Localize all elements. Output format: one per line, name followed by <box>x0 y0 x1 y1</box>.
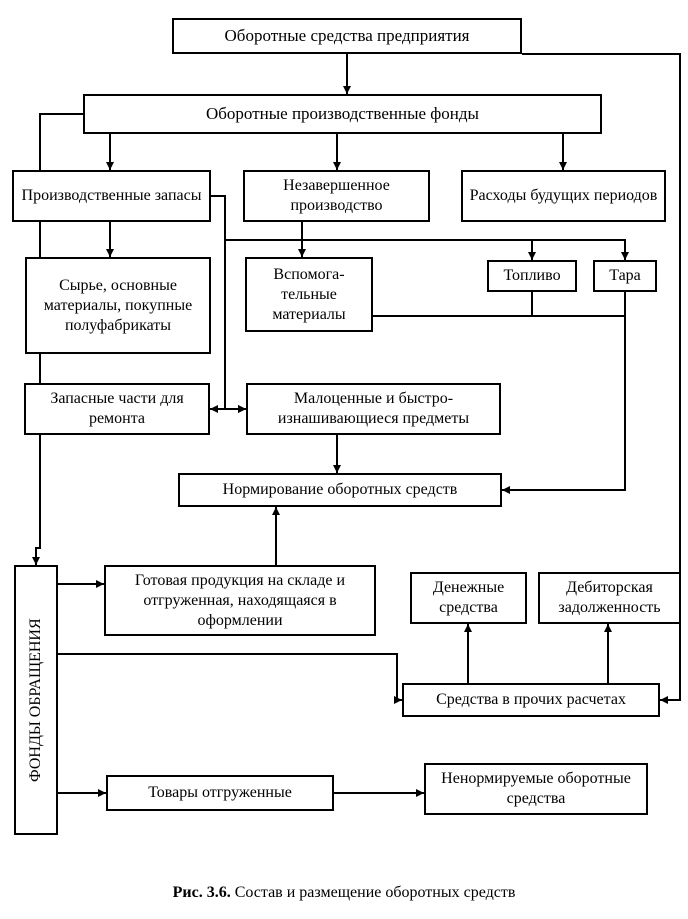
node-n14: Денежные средства <box>410 572 527 624</box>
node-n8: Топливо <box>487 260 577 292</box>
node-n10: Запасные части для ремонта <box>24 383 210 435</box>
edge-13 <box>502 316 625 490</box>
node-n7: Вспомога- тельные материалы <box>245 257 373 332</box>
node-n3: Производственные запасы <box>12 170 211 222</box>
node-n17: Товары отгруженные <box>106 775 334 811</box>
caption-text: Состав и размещение оборотных средств <box>235 884 516 901</box>
caption-prefix: Рис. 3.6. <box>173 884 231 901</box>
node-n18: Ненормируемые оборотные средства <box>424 763 648 815</box>
node-n5: Расходы будущих периодов <box>461 170 666 222</box>
node-n11: Малоценные и быстро- изнашивающиеся пред… <box>246 383 501 435</box>
edge-11 <box>373 292 625 316</box>
node-n12: Нормирование оборотных средств <box>178 473 502 507</box>
node-nF: ФОНДЫ ОБРАЩЕНИЯ <box>14 565 58 835</box>
diagram-canvas: Оборотные средства предприятия Оборотные … <box>0 0 688 919</box>
edge-8 <box>211 196 246 409</box>
node-n2: Оборотные производственные фонды <box>83 94 602 134</box>
node-n9: Тара <box>593 260 657 292</box>
node-n4: Незавершенное производство <box>243 170 430 222</box>
edge-19 <box>58 654 402 700</box>
node-n13: Готовая продукция на складе и отгруженна… <box>104 565 376 636</box>
node-n16: Средства в прочих расчетах <box>402 683 660 717</box>
node-n15: Дебиторская задолженность <box>538 572 681 624</box>
node-n6: Сырье, основные материалы, покупные полу… <box>25 257 211 354</box>
node-n1: Оборотные средства предприятия <box>172 18 522 54</box>
figure-caption: Рис. 3.6. Состав и размещение оборотных … <box>0 884 688 902</box>
